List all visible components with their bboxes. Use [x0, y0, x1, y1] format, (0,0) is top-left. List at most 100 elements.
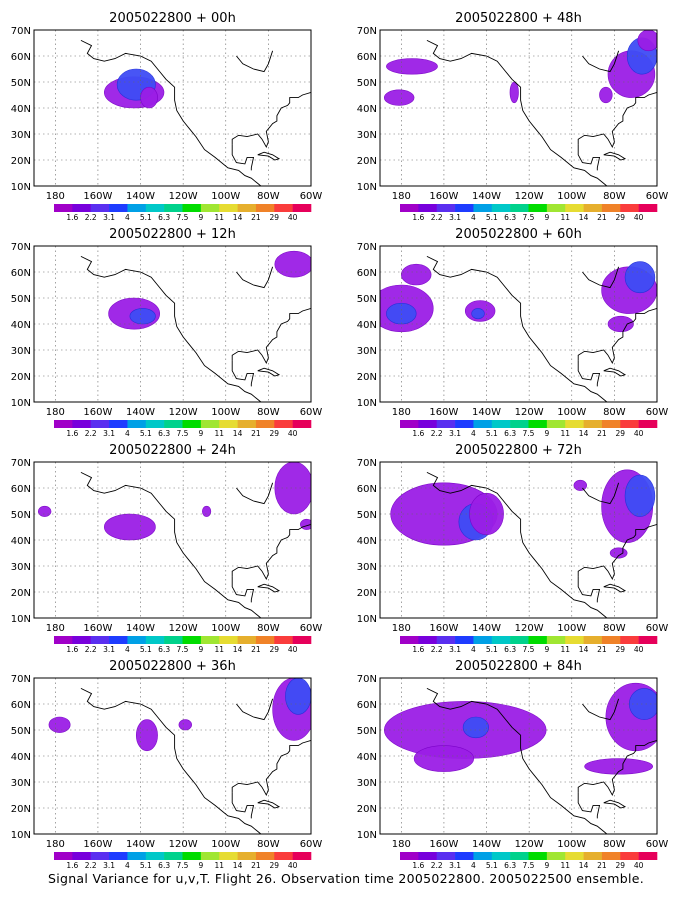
- colorbar-swatch: [565, 420, 584, 428]
- colorbar-swatch: [109, 204, 128, 212]
- colorbar-label: 6.3: [158, 861, 170, 870]
- y-tick-label: 70N: [11, 242, 31, 253]
- x-tick-label: 60W: [646, 407, 669, 418]
- colorbar-label: 2.2: [431, 213, 443, 222]
- colorbar-swatch: [292, 636, 312, 644]
- y-tick-label: 30N: [357, 562, 377, 573]
- colorbar-label: 6.3: [158, 213, 170, 222]
- colorbar-label: 6.3: [504, 861, 516, 870]
- colorbar-swatch: [237, 204, 257, 212]
- y-tick-label: 60N: [11, 268, 31, 279]
- x-tick-label: 80W: [603, 839, 626, 850]
- x-tick-label: 180: [46, 407, 65, 418]
- x-tick-label: 100W: [211, 191, 240, 202]
- coastline: [577, 523, 657, 581]
- colorbar-label: 3.1: [449, 429, 461, 438]
- y-tick-label: 10N: [11, 614, 31, 625]
- x-tick-label: 120W: [515, 407, 544, 418]
- colorbar-label: 9: [544, 213, 549, 222]
- map-panel-4: 2005022800 + 24h 10N 20N 30N 40N 50N 60N 70N 180…: [11, 443, 323, 654]
- y-tick-label: 30N: [357, 130, 377, 141]
- colorbar-label: 9: [544, 645, 549, 654]
- colorbar-label: 29: [270, 429, 280, 438]
- coastline: [577, 792, 601, 819]
- colorbar-label: 2.2: [85, 861, 97, 870]
- x-tick-label: 60W: [300, 623, 323, 634]
- colorbar-label: 21: [597, 861, 607, 870]
- y-tick-label: 10N: [11, 182, 31, 193]
- x-tick-label: 180: [46, 623, 65, 634]
- x-tick-label: 100W: [211, 623, 240, 634]
- x-tick-label: 160W: [83, 191, 112, 202]
- map-panel-6: 2005022800 + 36h 10N 20N 30N 40N 50N 60N 70N 180…: [11, 659, 323, 870]
- y-tick-label: 40N: [357, 104, 377, 115]
- variance-patch: [629, 688, 657, 720]
- variance-patch: [637, 30, 657, 52]
- x-tick-label: 80W: [257, 839, 280, 850]
- colorbar-label: 21: [251, 429, 261, 438]
- variance-patch: [140, 86, 158, 109]
- x-tick-label: 120W: [515, 623, 544, 634]
- colorbar-label: 5.1: [486, 429, 498, 438]
- colorbar-label: 4: [471, 429, 476, 438]
- colorbar-swatch: [601, 636, 621, 644]
- colorbar-swatch: [54, 636, 73, 644]
- colorbar-swatch: [109, 636, 128, 644]
- y-tick-label: 20N: [357, 156, 377, 167]
- panel-title: 2005022800 + 60h: [455, 227, 582, 242]
- colorbar-swatch: [54, 852, 73, 860]
- colorbar-swatch: [255, 204, 275, 212]
- colorbar-swatch: [491, 420, 511, 428]
- colorbar-label: 2.2: [431, 429, 443, 438]
- x-tick-label: 80W: [257, 623, 280, 634]
- variance-patch: [413, 745, 475, 772]
- colorbar-swatch: [491, 204, 511, 212]
- colorbar-label: 6.3: [504, 645, 516, 654]
- x-tick-label: 80W: [603, 407, 626, 418]
- colorbar-label: 11: [214, 645, 224, 654]
- coastline: [426, 687, 608, 834]
- y-tick-label: 70N: [357, 674, 377, 685]
- map-frame: [33, 461, 312, 619]
- x-tick-label: 140W: [126, 839, 155, 850]
- figure-caption: Signal Variance for u,v,T. Flight 26. Ob…: [47, 871, 645, 886]
- colorbar-label: 21: [251, 645, 261, 654]
- colorbar-swatch: [528, 852, 548, 860]
- y-tick-label: 70N: [357, 242, 377, 253]
- y-tick-label: 60N: [357, 484, 377, 495]
- variance-patch: [609, 547, 628, 559]
- colorbar-label: 5.1: [140, 645, 152, 654]
- y-tick-label: 10N: [357, 182, 377, 193]
- map-frame: [379, 245, 658, 403]
- coastline: [80, 39, 262, 186]
- colorbar-label: 11: [214, 213, 224, 222]
- colorbar-label: 29: [616, 213, 626, 222]
- y-tick-label: 40N: [357, 536, 377, 547]
- colorbar-label: 7.5: [177, 861, 189, 870]
- panel-title: 2005022800 + 00h: [109, 11, 236, 26]
- colorbar-swatch: [455, 852, 474, 860]
- coastline: [236, 50, 274, 73]
- colorbar-swatch: [90, 636, 110, 644]
- colorbar-label: 40: [288, 645, 298, 654]
- x-tick-label: 120W: [169, 623, 198, 634]
- variance-patch: [285, 678, 311, 715]
- colorbar-label: 4: [125, 213, 130, 222]
- colorbar-swatch: [145, 636, 165, 644]
- coastline: [236, 482, 274, 505]
- colorbar-label: 1.6: [66, 429, 78, 438]
- map-frame: [33, 29, 312, 187]
- colorbar-swatch: [164, 636, 183, 644]
- y-tick-label: 30N: [357, 778, 377, 789]
- x-tick-label: 120W: [169, 191, 198, 202]
- colorbar-label: 14: [579, 645, 589, 654]
- colorbar-swatch: [400, 420, 419, 428]
- colorbar-swatch: [255, 420, 275, 428]
- colorbar-swatch: [274, 204, 293, 212]
- colorbar-label: 29: [616, 861, 626, 870]
- colorbar-swatch: [510, 420, 529, 428]
- colorbar-swatch: [145, 204, 165, 212]
- y-tick-label: 50N: [11, 510, 31, 521]
- y-tick-label: 50N: [11, 294, 31, 305]
- colorbar-label: 14: [233, 645, 243, 654]
